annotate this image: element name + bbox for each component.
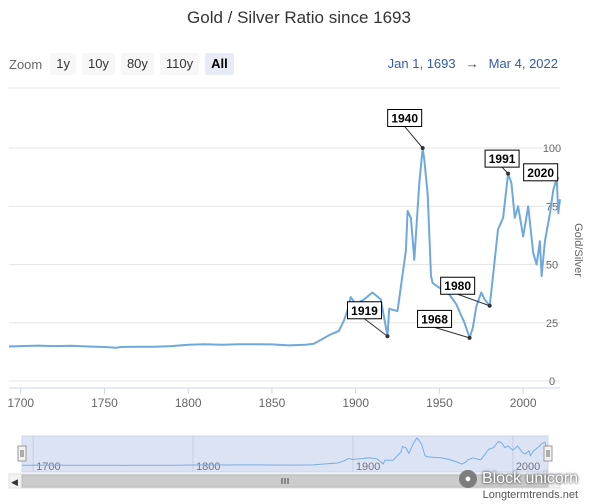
- series-line: [8, 147, 561, 349]
- navigator-handle-right[interactable]: [543, 445, 553, 462]
- zoom-bar: Zoom 1y 10y 80y 110y All: [9, 52, 240, 76]
- zoom-label: Zoom: [9, 56, 43, 72]
- watermark: ● Block unicorn: [458, 470, 578, 488]
- source-label: Longtermtrends.net: [482, 489, 578, 501]
- annotation-box: [346, 301, 382, 320]
- range-arrow: →: [465, 56, 479, 71]
- annotation-label: 2020: [527, 166, 554, 180]
- annotation-label: 1968: [421, 312, 448, 326]
- annotation-connector: [434, 326, 470, 339]
- navigator-series-line: [21, 437, 549, 466]
- annotation-point: [487, 303, 492, 308]
- annotation-box: [484, 149, 520, 168]
- x-tick-label: 1750: [91, 396, 118, 410]
- chart-title: Gold / Silver Ratio since 1693: [187, 8, 411, 27]
- y-axis-label: Gold/Silver: [572, 223, 584, 277]
- navigator-tick-label: 2000: [516, 461, 540, 473]
- x-tick-label: 1950: [426, 396, 453, 410]
- wechat-icon: ●: [458, 470, 477, 488]
- range-to-input[interactable]: Mar 4, 2022: [488, 56, 558, 71]
- navigator-tick-label: 1700: [36, 461, 60, 473]
- range-from-input[interactable]: Jan 1, 1693: [387, 56, 456, 71]
- annotation-label: 1991: [489, 152, 516, 166]
- x-tick-label: 1700: [7, 396, 34, 410]
- x-tick-label: 2000: [510, 396, 537, 410]
- navigator-handle-left[interactable]: [17, 445, 27, 462]
- y-tick-label: 50: [546, 260, 558, 272]
- y-tick-label: 100: [543, 143, 561, 155]
- annotation-box: [440, 276, 476, 295]
- y-tick-label: 75: [546, 201, 558, 213]
- zoom-80y-button[interactable]: 80y: [120, 53, 154, 75]
- scrollbar-left-arrow: ◀: [11, 477, 18, 487]
- annotation-connector: [404, 126, 424, 149]
- zoom-1y-button[interactable]: 1y: [50, 53, 76, 75]
- annotation-label: 1919: [351, 304, 378, 318]
- annotation-connector: [364, 318, 388, 337]
- annotation-point: [506, 171, 511, 176]
- annotation-connector: [457, 293, 490, 307]
- zoom-10y-button[interactable]: 10y: [81, 53, 115, 75]
- annotation-point: [467, 335, 472, 340]
- date-range: Jan 1, 1693 → Mar 4, 2022: [388, 56, 558, 71]
- navigator-tick-label: 1900: [356, 461, 380, 473]
- annotation-box: [523, 163, 559, 182]
- navigator-selection: [21, 435, 549, 473]
- annotation-label: 1940: [391, 112, 418, 126]
- annotation-point: [420, 146, 425, 150]
- watermark-text: Block unicorn: [481, 470, 578, 487]
- x-tick-label: 1800: [175, 396, 202, 410]
- zoom-all-button[interactable]: All: [205, 53, 234, 75]
- zoom-110y-button[interactable]: 110y: [159, 53, 200, 75]
- annotation-point: [385, 334, 390, 339]
- annotation-box: [387, 109, 423, 127]
- y-tick-label: 0: [549, 376, 555, 388]
- y-tick-label: 25: [546, 318, 558, 330]
- x-tick-label: 1900: [342, 396, 369, 410]
- annotation-box: [417, 309, 453, 328]
- x-tick-label: 1850: [259, 396, 286, 410]
- navigator-tick-label: 1800: [196, 461, 220, 473]
- annotation-label: 1980: [444, 279, 471, 293]
